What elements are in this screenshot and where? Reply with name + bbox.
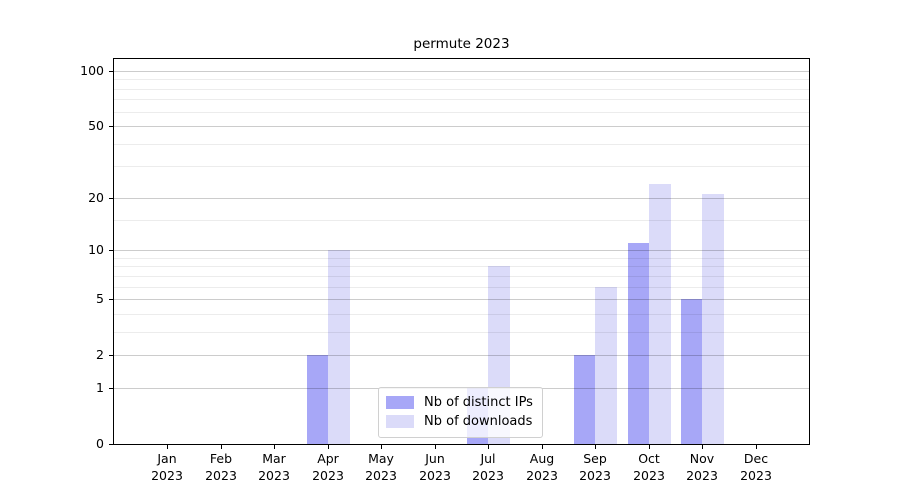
x-tick-label: Aug 2023	[526, 451, 558, 483]
y-tick-label: 50	[88, 118, 104, 133]
y-tick-mark	[109, 444, 114, 445]
legend: Nb of distinct IPs Nb of downloads	[378, 387, 543, 438]
gridline-major	[114, 126, 809, 127]
gridline-minor	[114, 166, 809, 167]
x-tick-mark	[595, 444, 596, 449]
gridline-minor	[114, 144, 809, 145]
x-tick-label: May 2023	[365, 451, 397, 483]
x-tick-label: Apr 2023	[312, 451, 344, 483]
x-tick-mark	[167, 444, 168, 449]
x-tick-mark	[702, 444, 703, 449]
gridline-minor	[114, 79, 809, 80]
gridline-minor	[114, 89, 809, 90]
x-tick-label: Mar 2023	[258, 451, 290, 483]
y-tick-label: 2	[96, 347, 104, 362]
x-tick-mark	[221, 444, 222, 449]
y-tick-mark	[109, 355, 114, 356]
gridline-minor	[114, 332, 809, 333]
gridline-minor	[114, 112, 809, 113]
y-tick-mark	[109, 126, 114, 127]
y-tick-label: 100	[80, 63, 104, 78]
gridline-minor	[114, 287, 809, 288]
gridline-minor	[114, 220, 809, 221]
y-tick-label: 10	[88, 242, 104, 257]
x-tick-mark	[381, 444, 382, 449]
bar-distinct-ips-oct	[627, 243, 649, 444]
gridline-major	[114, 355, 809, 356]
bar-downloads-apr	[328, 250, 350, 444]
legend-entry-distinct-ips: Nb of distinct IPs	[386, 393, 533, 412]
bar-distinct-ips-nov	[680, 299, 702, 444]
bar-downloads-oct	[649, 183, 671, 444]
x-tick-label: Jan 2023	[151, 451, 183, 483]
gridline-minor	[114, 258, 809, 259]
x-tick-mark	[756, 444, 757, 449]
gridline-major	[114, 198, 809, 199]
legend-swatch-downloads	[386, 415, 414, 428]
plot-area: Nb of distinct IPs Nb of downloads	[113, 58, 810, 445]
x-tick-mark	[649, 444, 650, 449]
x-tick-mark	[488, 444, 489, 449]
y-tick-label: 5	[96, 291, 104, 306]
x-tick-mark	[542, 444, 543, 449]
x-tick-mark	[435, 444, 436, 449]
x-tick-label: Nov 2023	[686, 451, 718, 483]
y-tick-mark	[109, 71, 114, 72]
gridline-minor	[114, 276, 809, 277]
x-tick-label: Jul 2023	[472, 451, 504, 483]
gridline-minor	[114, 99, 809, 100]
y-tick-label: 20	[88, 190, 104, 205]
y-tick-label: 1	[96, 380, 104, 395]
gridline-major	[114, 250, 809, 251]
bar-downloads-sep	[595, 286, 617, 444]
bar-downloads-nov	[702, 194, 724, 444]
gridline-major	[114, 299, 809, 300]
legend-swatch-distinct-ips	[386, 396, 414, 409]
legend-label-downloads: Nb of downloads	[424, 414, 533, 429]
x-tick-mark	[328, 444, 329, 449]
y-tick-mark	[109, 250, 114, 251]
x-tick-label: Jun 2023	[419, 451, 451, 483]
gridline-minor	[114, 314, 809, 315]
y-tick-mark	[109, 388, 114, 389]
x-tick-label: Oct 2023	[633, 451, 665, 483]
chart-title: permute 2023	[413, 36, 510, 52]
x-tick-label: Feb 2023	[205, 451, 237, 483]
x-tick-mark	[274, 444, 275, 449]
y-tick-mark	[109, 299, 114, 300]
bar-distinct-ips-apr	[306, 355, 328, 444]
bar-distinct-ips-sep	[573, 355, 595, 444]
x-tick-label: Sep 2023	[579, 451, 611, 483]
legend-label-distinct-ips: Nb of distinct IPs	[424, 395, 533, 410]
gridline-minor	[114, 266, 809, 267]
legend-entry-downloads: Nb of downloads	[386, 412, 533, 431]
x-tick-label: Dec 2023	[740, 451, 772, 483]
y-tick-mark	[109, 198, 114, 199]
gridline-major	[114, 71, 809, 72]
y-tick-label: 0	[96, 436, 104, 451]
